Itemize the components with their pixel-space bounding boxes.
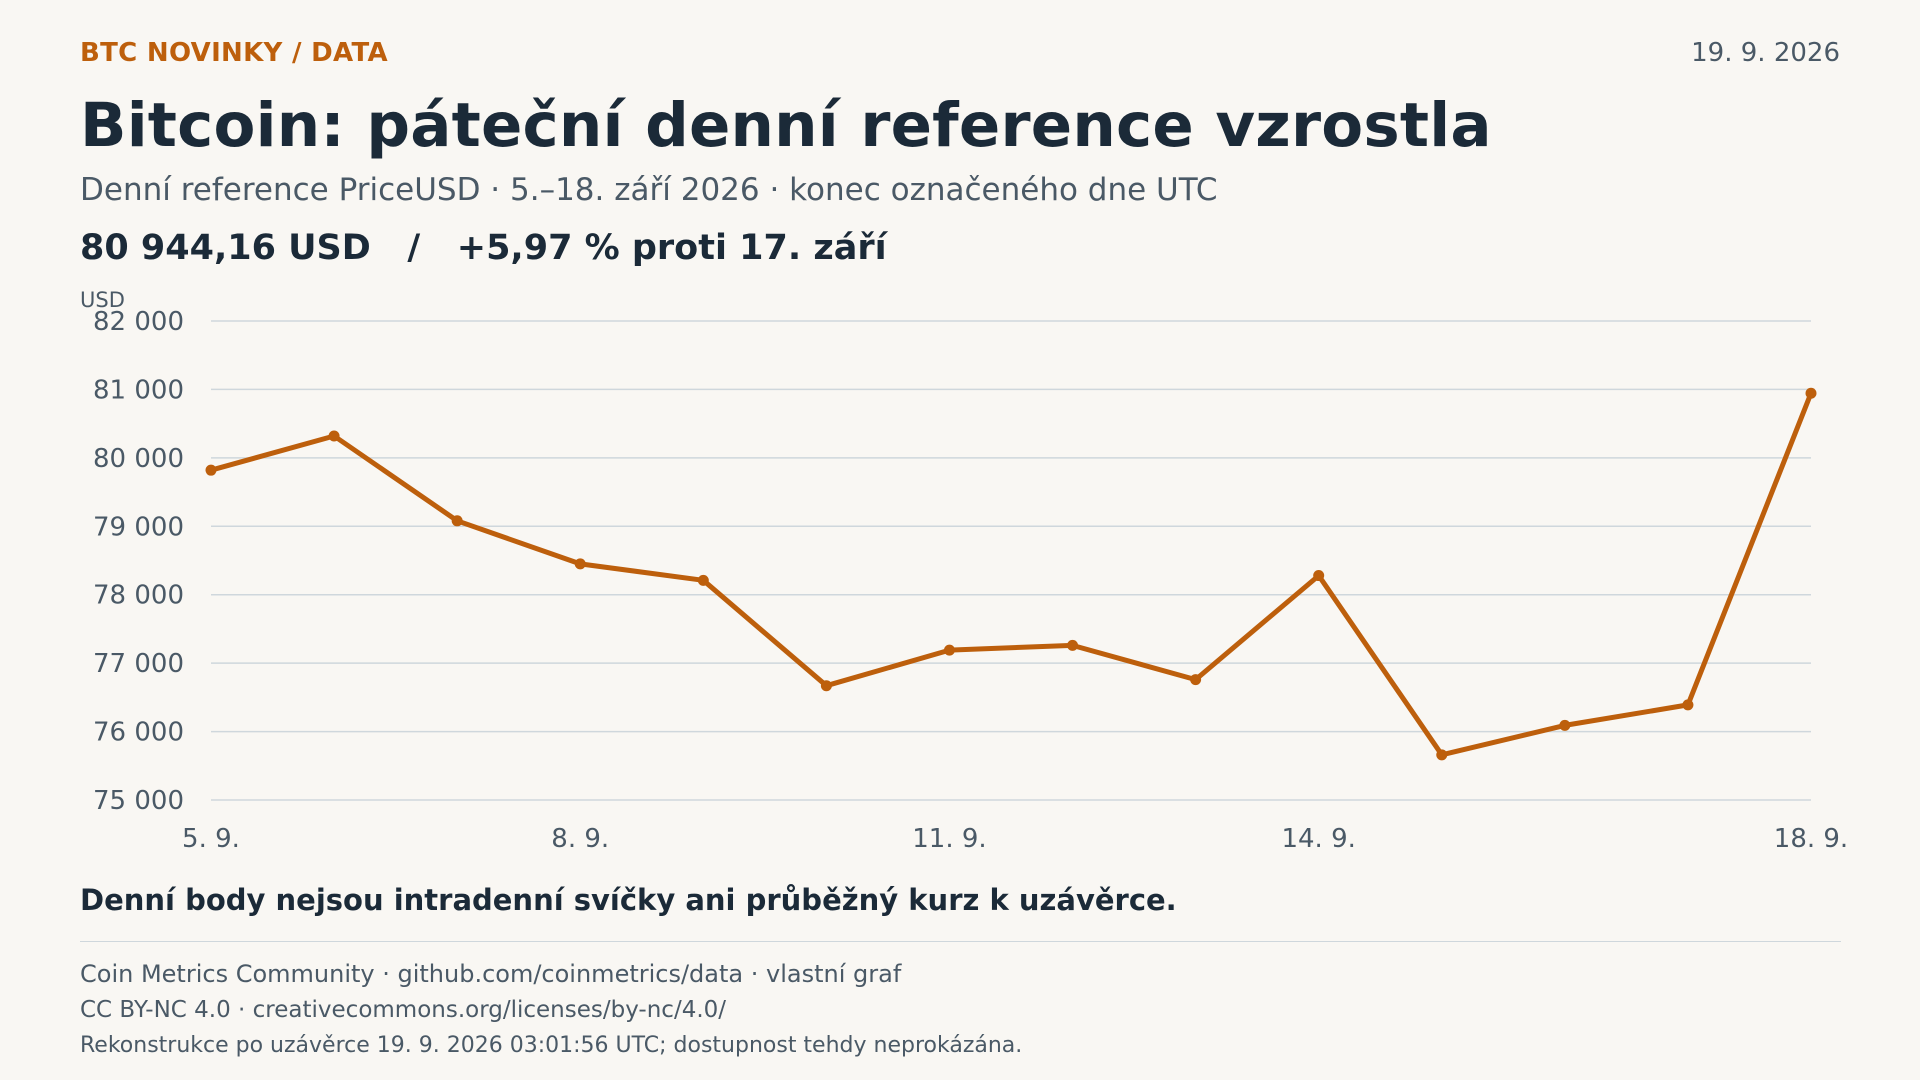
data-point: [1805, 387, 1817, 399]
data-point: [1682, 699, 1694, 711]
publication-date: 19. 9. 2026: [1691, 38, 1840, 68]
data-point: [1436, 749, 1448, 761]
x-tick-labels: 5. 9. 8. 9. 11. 9. 14. 9. 18. 9.: [182, 824, 1848, 854]
y-tick-label: 75 000: [93, 786, 184, 816]
page-subtitle: Denní reference PriceUSD · 5.–18. září 2…: [80, 172, 1218, 208]
data-point: [1067, 639, 1079, 651]
reconstruction-note: Rekonstrukce po uzávěrce 19. 9. 2026 03:…: [80, 1033, 1023, 1058]
price-line-chart: 75 000 76 000 77 000 78 000 79 000 80 000 81 0…: [80, 288, 1848, 854]
source-line: Coin Metrics Community · github.com/coin…: [80, 960, 902, 988]
headline-change: +5,97 % proti 17. září: [456, 228, 887, 268]
methodology-note: Denní body nejsou intradenní svíčky ani …: [80, 883, 1177, 917]
data-point: [1190, 674, 1202, 686]
data-point: [820, 680, 832, 692]
y-tick-label: 80 000: [93, 444, 184, 474]
series-line: [208, 390, 1814, 758]
grid-layer: [211, 320, 1811, 801]
headline-value: 80 944,16 USD: [80, 228, 371, 268]
data-point: [451, 515, 463, 527]
x-tick-label: 5. 9.: [182, 824, 240, 854]
data-point: [1313, 570, 1325, 582]
y-axis-label: USD: [80, 288, 125, 312]
x-tick-label: 11. 9.: [912, 824, 986, 854]
x-tick-label: 18. 9.: [1774, 824, 1848, 854]
data-point: [574, 558, 586, 570]
data-point: [1559, 719, 1571, 731]
series-layer: [205, 387, 1817, 761]
y-tick-label: 81 000: [93, 375, 184, 405]
y-tick-label: 82 000: [93, 307, 184, 337]
data-point: [697, 574, 709, 586]
page-title: Bitcoin: páteční denní reference vzrostl…: [80, 90, 1492, 161]
section-kicker: BTC NOVINKY / DATA: [80, 38, 388, 68]
y-tick-label: 76 000: [93, 718, 184, 748]
y-tick-label: 78 000: [93, 581, 184, 611]
data-point: [328, 430, 340, 442]
y-tick-label: 77 000: [93, 649, 184, 679]
y-tick-label: 79 000: [93, 512, 184, 542]
x-tick-label: 14. 9.: [1281, 824, 1355, 854]
headline-stat: 80 944,16 USD / +5,97 % proti 17. září: [80, 228, 887, 268]
y-tick-labels: 75 000 76 000 77 000 78 000 79 000 80 000 81 0…: [93, 307, 184, 816]
footer-divider: [80, 941, 1841, 942]
data-point: [205, 464, 217, 476]
x-tick-label: 8. 9.: [551, 824, 609, 854]
license-line: CC BY-NC 4.0 · creativecommons.org/licen…: [80, 997, 727, 1023]
headline-separator: /: [407, 228, 421, 268]
data-point: [943, 644, 955, 656]
